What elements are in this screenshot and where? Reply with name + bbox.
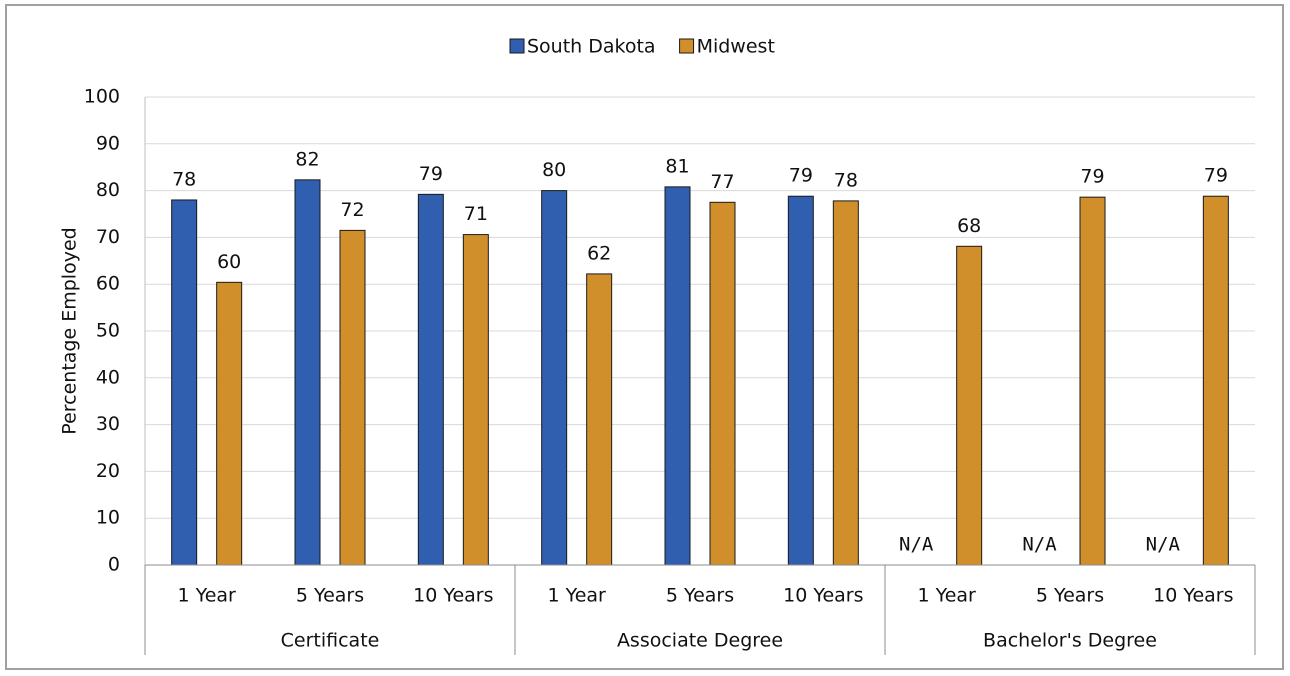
data-label: 79: [789, 165, 813, 187]
bar: [1079, 196, 1106, 566]
data-label: 60: [217, 251, 241, 273]
bar: [462, 234, 489, 566]
y-tick-label: 40: [96, 366, 120, 388]
y-tick-label: 0: [108, 554, 120, 576]
data-label: 72: [340, 199, 364, 221]
data-label: 68: [957, 215, 981, 237]
x-tick-label: 5 Years: [1036, 585, 1104, 607]
y-tick-label: 10: [96, 507, 120, 529]
y-tick-label: 20: [96, 460, 120, 482]
x-tick-label: 5 Years: [666, 585, 734, 607]
legend-label: Midwest: [697, 36, 775, 58]
x-tick-label: 5 Years: [296, 585, 364, 607]
bar: [171, 199, 198, 566]
group-label: Certificate: [281, 630, 380, 652]
y-tick-label: 70: [96, 226, 120, 248]
data-label: 62: [587, 242, 611, 264]
bar: [832, 200, 859, 566]
x-tick-label: 10 Years: [413, 585, 493, 607]
x-tick-label: 10 Years: [783, 585, 863, 607]
x-tick-label: 1 Year: [177, 585, 236, 607]
data-label: N/A: [1146, 534, 1181, 556]
group-label: Associate Degree: [617, 630, 783, 652]
data-label: 79: [1204, 165, 1228, 187]
bar: [216, 281, 243, 566]
bar: [709, 201, 736, 566]
y-axis-label: Percentage Employed: [59, 227, 81, 434]
data-label: 78: [834, 169, 858, 191]
x-tick-label: 1 Year: [917, 585, 976, 607]
data-label: 79: [1080, 166, 1104, 188]
x-tick-label: 1 Year: [547, 585, 606, 607]
legend-swatch: [509, 38, 525, 54]
legend-label: South Dakota: [527, 36, 656, 58]
bar: [586, 273, 613, 566]
data-label: 82: [295, 148, 319, 170]
bar: [294, 179, 321, 566]
group-label: Bachelor's Degree: [983, 630, 1157, 652]
bar: [664, 186, 691, 566]
y-tick-label: 30: [96, 413, 120, 435]
legend-swatch: [679, 38, 695, 54]
data-label: 71: [464, 203, 488, 225]
data-label: 79: [419, 163, 443, 185]
y-tick-label: 50: [96, 320, 120, 342]
y-tick-label: 80: [96, 179, 120, 201]
data-label: N/A: [899, 534, 934, 556]
bar: [339, 229, 366, 566]
data-label: N/A: [1022, 534, 1057, 556]
x-tick-label: 10 Years: [1153, 585, 1233, 607]
data-label: 80: [542, 159, 566, 181]
bar: [956, 245, 983, 566]
y-tick-label: 100: [84, 86, 120, 108]
y-tick-label: 90: [96, 132, 120, 154]
bar: [417, 193, 444, 566]
data-label: 78: [172, 168, 196, 190]
data-label: 77: [710, 171, 734, 193]
bar: [541, 190, 568, 566]
y-tick-label: 60: [96, 273, 120, 295]
bar: [1202, 195, 1229, 566]
bar: [787, 195, 814, 566]
data-label: 81: [665, 155, 689, 177]
